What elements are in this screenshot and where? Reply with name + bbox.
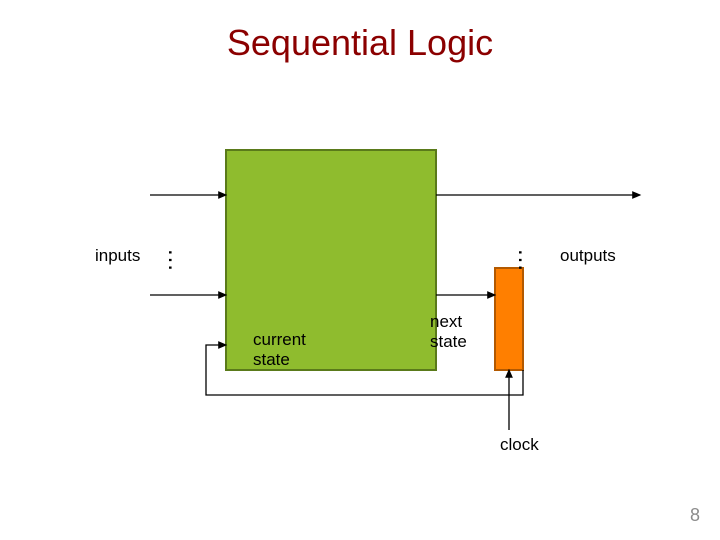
label-next-state-1: next (430, 312, 462, 332)
label-clock: clock (500, 435, 539, 455)
ellipsis-right: … (512, 248, 540, 272)
ellipsis-left: … (162, 248, 190, 272)
label-outputs: outputs (560, 246, 616, 266)
label-next-state-2: state (430, 332, 467, 352)
diagram-canvas (0, 0, 720, 540)
state-register (495, 268, 523, 370)
slide-number: 8 (690, 505, 700, 526)
label-current-state-1: current (253, 330, 306, 350)
label-current-state-2: state (253, 350, 290, 370)
label-inputs: inputs (95, 246, 140, 266)
